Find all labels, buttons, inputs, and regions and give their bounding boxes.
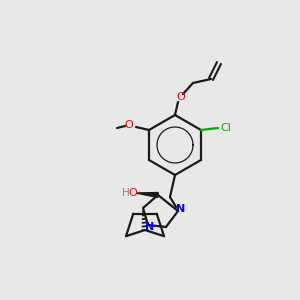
- Text: N: N: [146, 222, 154, 232]
- Polygon shape: [136, 193, 158, 197]
- Text: O: O: [129, 188, 137, 198]
- Text: N: N: [176, 204, 186, 214]
- Text: Cl: Cl: [220, 123, 231, 133]
- Text: O: O: [177, 92, 185, 102]
- Text: O: O: [124, 120, 134, 130]
- Text: H: H: [122, 188, 130, 198]
